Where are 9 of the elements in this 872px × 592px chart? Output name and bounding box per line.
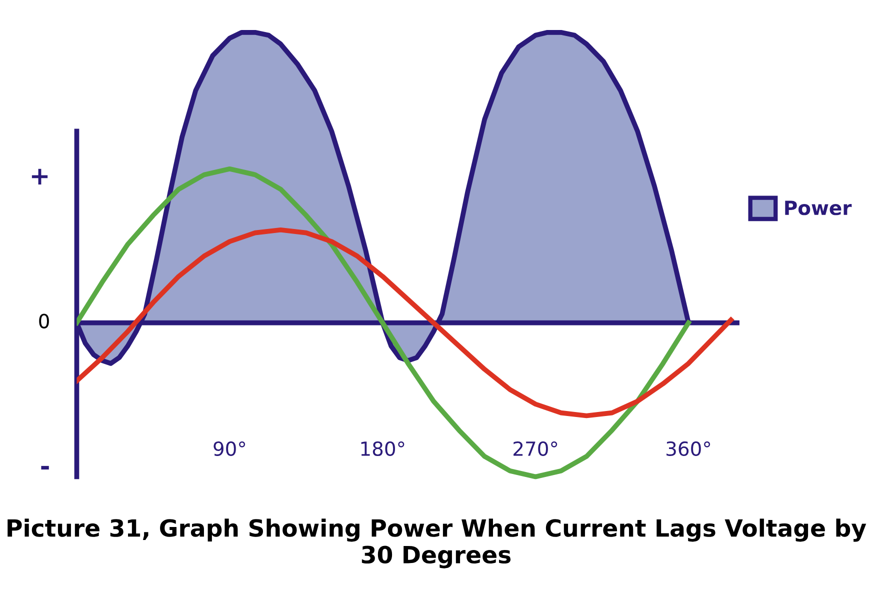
x-tick-label: 90° — [214, 441, 246, 456]
x-tick-label: 180° — [361, 441, 404, 456]
text: 0 — [39, 314, 49, 328]
text: + — [32, 168, 48, 184]
text: Picture 31, Graph Showing Power When Current Lags Voltage by 30 Degrees — [8, 518, 866, 568]
x-tick-label: 360° — [666, 441, 710, 456]
x-tick-label: 270° — [514, 441, 558, 456]
legend-label: Power — [785, 200, 852, 216]
text: - — [41, 466, 49, 470]
